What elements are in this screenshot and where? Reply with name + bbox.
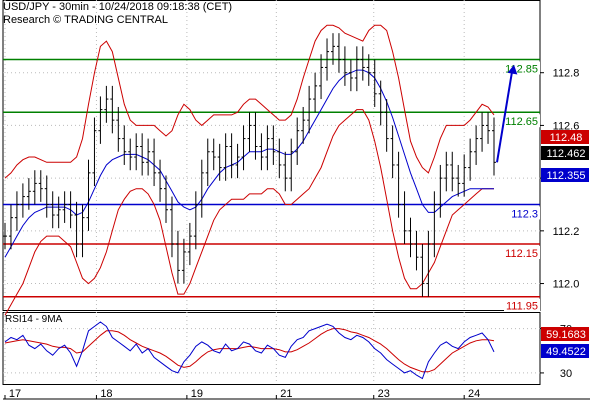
level-label-bg — [504, 246, 540, 260]
rsi-badge — [541, 327, 589, 341]
chart-title: USD/JPY - 30min - 10/24/2018 09:18:38 (C… — [3, 1, 233, 13]
level-label: 112.15 — [505, 248, 538, 260]
forecast-arrowhead — [507, 64, 518, 75]
price-panel-frame — [2, 0, 541, 311]
rsi-badge-label: 59.1683 — [546, 329, 586, 341]
x-tick-label: 18 — [100, 388, 112, 400]
x-tick-label: 24 — [468, 388, 480, 400]
level-layer: 112.85 112.65 112.3 112.15 111.95 — [3, 58, 540, 313]
level-label: 111.95 — [506, 301, 538, 313]
rsi-ma-line — [4, 328, 495, 373]
x-tick-label: 19 — [191, 388, 203, 400]
price-badge-label: 112.355 — [547, 170, 586, 182]
rsi-title: RSI14 - 9MA — [5, 314, 63, 325]
axis-layer: 112.8112.6112.4112.2112.0112.48112.46211… — [540, 68, 589, 291]
band-layer — [4, 24, 495, 316]
price-tick-label: 112.8 — [553, 68, 580, 80]
bollinger-upper-line — [4, 24, 495, 179]
arrow-layer — [496, 64, 518, 163]
level-label-bg — [504, 206, 540, 220]
rsi-tick-label: 30 — [560, 368, 572, 380]
xaxis-layer: 17 18 19 21 23 24 — [4, 388, 480, 400]
x-tick-label: 17 — [9, 388, 21, 400]
price-badge-label: 112.462 — [547, 148, 586, 160]
level-label-bg — [504, 114, 540, 128]
price-tick-label: 112.0 — [553, 279, 580, 291]
bollinger-lower-line — [4, 109, 494, 316]
grid-layer — [3, 0, 540, 384]
price-badge — [541, 130, 589, 144]
x-tick-label: 21 — [280, 388, 292, 400]
level-label: 112.3 — [511, 208, 538, 220]
moving-average-line — [4, 69, 494, 258]
price-badge — [541, 168, 589, 182]
level-label-bg — [504, 298, 540, 312]
price-badge — [541, 146, 589, 160]
forecast-arrow-line — [496, 71, 513, 163]
price-tick-label: 112.2 — [553, 226, 580, 238]
x-tick-label: 23 — [378, 388, 390, 400]
price-layer — [3, 33, 496, 297]
level-label: 112.65 — [505, 116, 538, 128]
price-badge-label: 112.48 — [550, 132, 583, 144]
chart-subtitle: Research © TRADING CENTRAL — [3, 14, 168, 26]
rsi-badge — [541, 344, 589, 358]
price-tick-label: 112.6 — [553, 120, 580, 132]
rsi-badge-label: 49.4522 — [546, 346, 586, 358]
level-label: 112.85 — [505, 64, 538, 76]
rsi-line — [4, 321, 495, 380]
